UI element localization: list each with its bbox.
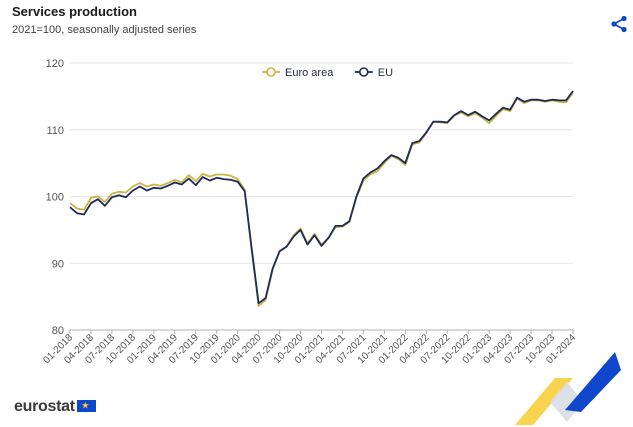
series-line-euro-area — [69, 91, 574, 307]
y-tick-label: 80 — [52, 325, 64, 337]
eu-flag-icon — [76, 400, 96, 412]
legend-label-euro-area: Euro area — [285, 67, 334, 79]
decorative-corner-graphic — [515, 352, 621, 425]
logo-text: eurostat — [14, 398, 75, 415]
legend-label-eu: EU — [378, 67, 393, 79]
y-tick-label: 120 — [46, 58, 64, 70]
legend[interactable]: Euro area EU — [262, 67, 393, 79]
legend-marker-eu — [358, 67, 369, 77]
series-line-eu — [69, 90, 574, 305]
share-icon[interactable] — [609, 14, 629, 34]
grid-lines — [70, 62, 573, 331]
y-tick-label: 100 — [46, 192, 64, 204]
series-lines — [69, 90, 574, 307]
chart-title: Services production — [12, 4, 137, 19]
legend-marker-euro-area — [266, 67, 276, 77]
y-tick-label: 90 — [52, 258, 64, 270]
y-axis-ticks: 80 90 100 110 120 — [46, 58, 64, 337]
x-axis: 01-201804-201807-201810-201801-201904-20… — [41, 329, 578, 366]
y-tick-label: 110 — [46, 125, 64, 137]
chart-subtitle: 2021=100, seasonally adjusted series — [12, 24, 197, 36]
eurostat-logo[interactable]: eurostat — [14, 398, 96, 416]
